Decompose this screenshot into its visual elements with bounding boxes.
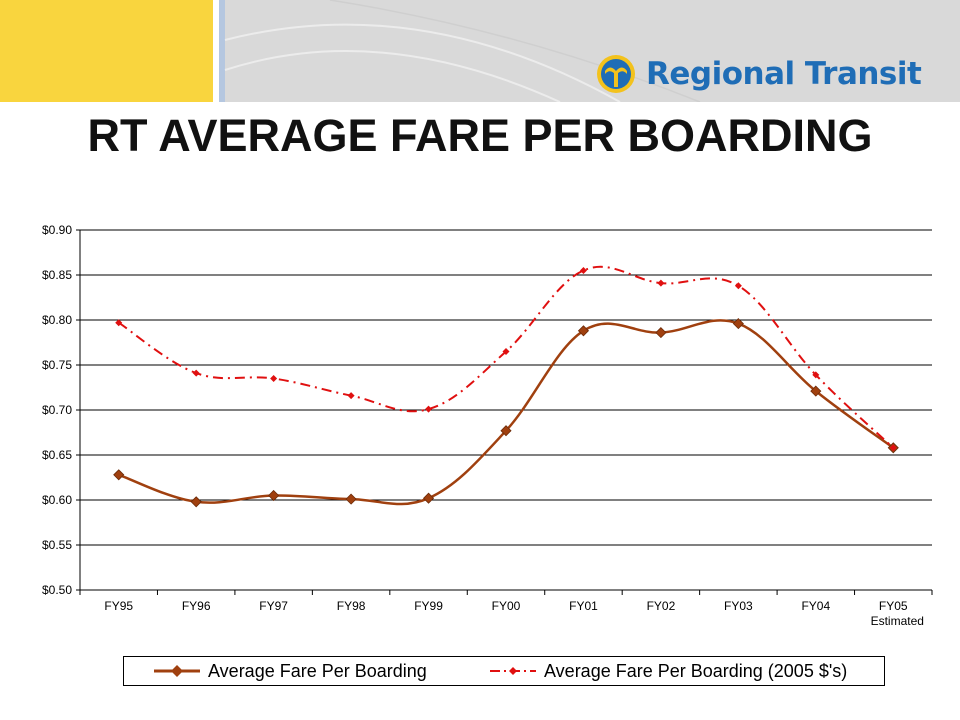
series-2-point	[579, 267, 587, 274]
series-2-point	[657, 279, 665, 287]
series-1-point	[500, 425, 512, 437]
series-1-point	[190, 496, 202, 508]
series-1-point	[113, 469, 125, 481]
y-tick-label: $0.65	[42, 448, 72, 462]
x-tick-label: FY98	[337, 599, 366, 613]
legend-swatch-solid	[154, 665, 200, 677]
series-1-point	[732, 318, 744, 330]
legend-label-solid: Average Fare Per Boarding	[208, 660, 427, 681]
series-line-2	[118, 265, 894, 449]
chart-legend: Average Fare Per Boarding Average Fare P…	[123, 656, 885, 686]
chart-axes	[76, 229, 933, 595]
header-band: Regional Transit	[0, 0, 960, 102]
series-1-point	[422, 492, 435, 504]
series-lines	[118, 265, 895, 506]
legend-item-solid: Average Fare Per Boarding	[154, 657, 427, 685]
y-axis-tick-labels: $0.90 $0.85 $0.80 $0.75 $0.70 $0.65 $0.60 $0.55…	[42, 223, 72, 597]
series-1-point	[655, 327, 667, 339]
series-1-point	[577, 325, 590, 337]
series-2-point	[812, 371, 820, 379]
x-axis-tick-labels: FY95 FY96 FY97 FY98 FY99 FY00 FY01 FY02 FY03 FY04…	[104, 599, 924, 628]
series-line-1	[118, 319, 895, 506]
y-tick-label: $0.85	[42, 268, 72, 282]
x-tick-label: FY99	[414, 599, 443, 613]
regional-transit-logo: Regional Transit	[596, 50, 922, 98]
y-tick-label: $0.80	[42, 313, 72, 327]
x-tick-label: FY95	[104, 599, 133, 613]
series-2-point	[734, 282, 742, 290]
series-2-point	[502, 348, 510, 355]
series-markers	[113, 267, 899, 508]
logo-text: Regional Transit	[646, 56, 922, 92]
series-1-point	[268, 489, 280, 502]
page-title: RT AVERAGE FARE PER BOARDING	[87, 110, 873, 161]
x-tick-label: FY97	[259, 599, 288, 613]
x-tick-label: FY04	[801, 599, 830, 613]
legend-label-dashed: Average Fare Per Boarding (2005 $'s)	[544, 660, 848, 681]
y-tick-label: $0.90	[42, 223, 72, 237]
x-tick-label: FY03	[724, 599, 753, 613]
y-tick-label: $0.55	[42, 538, 72, 552]
y-tick-label: $0.60	[42, 493, 72, 507]
series-2-point	[425, 405, 433, 413]
series-1-point	[810, 385, 822, 397]
x-tick-label: FY96	[182, 599, 211, 613]
x-tick-label: FY05	[879, 599, 908, 613]
x-tick-label: FY01	[569, 599, 598, 613]
chart-gridlines	[80, 229, 932, 546]
header-yellow-block	[0, 0, 213, 102]
series-2-point	[889, 444, 897, 452]
header-stripe-blue	[219, 0, 225, 102]
y-tick-label: $0.70	[42, 403, 72, 417]
series-1-point	[345, 493, 357, 505]
x-tick-sublabel: Estimated	[871, 614, 924, 628]
x-tick-label: FY02	[647, 599, 676, 613]
series-2-point	[347, 392, 355, 400]
line-chart: $0.90 $0.85 $0.80 $0.75 $0.70 $0.65 $0.60 $0.55…	[42, 223, 933, 628]
series-2-point	[192, 369, 200, 377]
header-stripe	[213, 0, 219, 102]
header-decorative-arcs	[224, 0, 701, 102]
legend-swatch-dashed	[490, 667, 536, 675]
series-2-point	[270, 375, 278, 382]
y-tick-label: $0.75	[42, 358, 72, 372]
transit-logo-icon	[597, 55, 635, 93]
x-tick-label: FY00	[492, 599, 521, 613]
y-tick-label: $0.50	[42, 583, 72, 597]
legend-item-dashed: Average Fare Per Boarding (2005 $'s)	[490, 657, 847, 685]
series-2-point	[115, 319, 123, 327]
